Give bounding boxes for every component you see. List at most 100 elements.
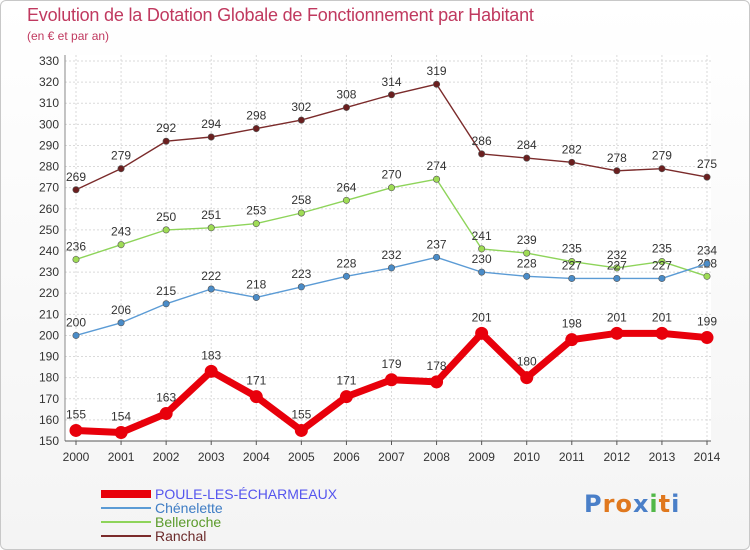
chart-subtitle: (en € et par an) xyxy=(27,29,110,43)
line-chart: 150 160 170 180 190 200 210 220 230 240 250 260 270 2… xyxy=(39,54,721,464)
x-tick-label: 2014 xyxy=(694,450,721,464)
data-label: 264 xyxy=(336,180,356,194)
chart-title: Evolution de la Dotation Globale de Fonc… xyxy=(27,5,534,25)
legend-item: Ranchal xyxy=(101,529,337,543)
data-label: 275 xyxy=(697,157,717,171)
data-label: 155 xyxy=(291,407,311,421)
data-label: 230 xyxy=(472,252,492,266)
data-point xyxy=(658,274,666,282)
y-tick-label: 280 xyxy=(39,160,59,174)
y-tick-label: 300 xyxy=(39,117,59,131)
legend-swatch xyxy=(101,507,151,509)
data-point xyxy=(568,158,576,166)
data-point xyxy=(658,258,666,266)
data-point xyxy=(613,167,621,175)
data-label: 180 xyxy=(517,355,537,369)
data-label: 274 xyxy=(427,159,447,173)
y-tick-label: 290 xyxy=(39,138,59,152)
data-point xyxy=(117,319,125,327)
data-point xyxy=(72,186,80,194)
data-point xyxy=(655,326,669,340)
y-tick-label: 160 xyxy=(39,413,59,427)
data-point xyxy=(430,375,444,389)
data-label: 215 xyxy=(156,284,176,298)
data-point xyxy=(294,423,308,437)
y-tick-label: 270 xyxy=(39,181,59,195)
data-label: 228 xyxy=(517,256,537,270)
data-label: 286 xyxy=(472,134,492,148)
data-point xyxy=(72,255,80,263)
data-label: 178 xyxy=(427,359,447,373)
data-label: 232 xyxy=(381,248,401,262)
data-label: 201 xyxy=(652,310,672,324)
data-point xyxy=(69,423,83,437)
data-point xyxy=(72,331,80,339)
data-label: 279 xyxy=(111,149,131,163)
legend-label: Belleroche xyxy=(155,514,222,530)
data-label: 243 xyxy=(111,225,131,239)
data-label: 294 xyxy=(201,117,221,131)
data-point xyxy=(520,371,534,385)
data-point xyxy=(387,91,395,99)
legend-label: Ranchal xyxy=(155,528,207,544)
y-tick-label: 200 xyxy=(39,328,59,342)
x-tick-label: 2009 xyxy=(468,450,495,464)
data-point xyxy=(252,293,260,301)
legend-swatch xyxy=(101,535,151,537)
data-point xyxy=(523,154,531,162)
data-point xyxy=(433,80,441,88)
data-label: 227 xyxy=(652,258,672,272)
legend-label: POULE-LES-ÉCHARMEAUX xyxy=(155,486,338,502)
data-point xyxy=(568,258,576,266)
data-label: 199 xyxy=(697,315,717,329)
data-point xyxy=(478,245,486,253)
data-label: 236 xyxy=(66,239,86,253)
data-point xyxy=(249,390,263,404)
data-point xyxy=(433,253,441,261)
logo-letter: o xyxy=(615,490,633,518)
data-label: 179 xyxy=(381,357,401,371)
data-point xyxy=(159,407,173,421)
data-point xyxy=(523,249,531,257)
data-label: 241 xyxy=(472,229,492,243)
data-label: 232 xyxy=(607,248,627,262)
data-label: 155 xyxy=(66,407,86,421)
data-point xyxy=(117,165,125,173)
y-tick-label: 210 xyxy=(39,307,59,321)
data-label: 227 xyxy=(607,258,627,272)
data-label: 298 xyxy=(246,109,266,123)
x-tick-label: 2008 xyxy=(423,450,450,464)
data-point xyxy=(297,283,305,291)
logo-letter: i xyxy=(671,490,681,518)
data-label: 253 xyxy=(246,204,266,218)
data-point xyxy=(297,116,305,124)
data-label: 171 xyxy=(336,374,356,388)
data-label: 251 xyxy=(201,208,221,222)
data-label: 163 xyxy=(156,391,176,405)
legend-item: POULE-LES-ÉCHARMEAUX xyxy=(101,487,337,501)
x-tick-label: 2002 xyxy=(153,450,180,464)
data-label: 250 xyxy=(156,210,176,224)
data-label: 279 xyxy=(652,149,672,163)
x-tick-label: 2007 xyxy=(378,450,405,464)
data-label: 222 xyxy=(201,269,221,283)
data-point xyxy=(433,175,441,183)
legend-item: Chénelette xyxy=(101,501,337,515)
x-tick-label: 2011 xyxy=(559,450,585,464)
data-point xyxy=(475,326,489,340)
data-point xyxy=(339,390,353,404)
data-label: 278 xyxy=(607,151,627,165)
y-tick-label: 330 xyxy=(39,54,59,68)
data-point xyxy=(565,333,579,347)
data-label: 314 xyxy=(381,75,401,89)
x-tick-label: 2003 xyxy=(198,450,225,464)
x-tick-label: 2006 xyxy=(333,450,360,464)
data-label: 292 xyxy=(156,121,176,135)
y-tick-label: 260 xyxy=(39,202,59,216)
logo-letter: r xyxy=(602,490,616,518)
data-point xyxy=(207,285,215,293)
proxiti-logo: Proxiti xyxy=(584,490,680,518)
data-point xyxy=(342,103,350,111)
data-label: 308 xyxy=(336,87,356,101)
y-tick-label: 250 xyxy=(39,223,59,237)
